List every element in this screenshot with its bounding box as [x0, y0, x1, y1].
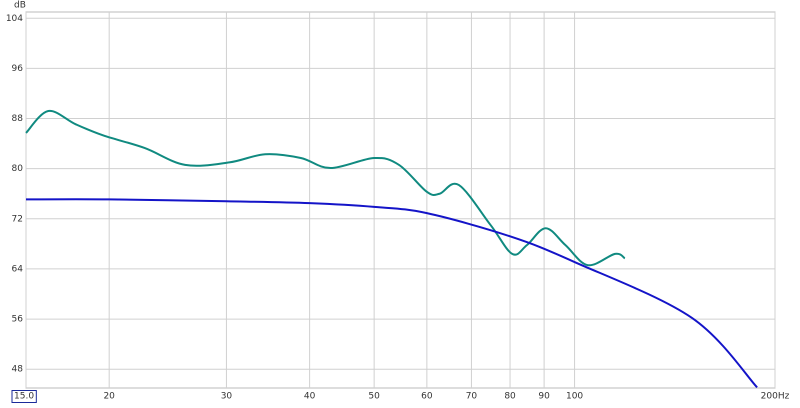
x-tick-label: 90: [538, 392, 550, 402]
y-tick-label: 72: [12, 214, 23, 224]
y-tick-label: 80: [12, 164, 24, 174]
series-line: [25, 109, 626, 267]
x-tick-label: 40: [304, 392, 316, 402]
x-tick-label: 50: [368, 392, 380, 402]
y-tick-label: 96: [12, 64, 24, 74]
x-tick-label: 70: [466, 392, 478, 402]
x-tick-label: 15.0: [14, 392, 34, 402]
y-tick-label: 64: [12, 264, 24, 274]
x-tick-label: 30: [221, 392, 233, 402]
x-tick-label: 60: [421, 392, 433, 402]
x-start-box: [11, 390, 37, 403]
series-line: [25, 198, 758, 389]
x-tick-label: 20: [103, 392, 115, 402]
y-tick-label: 48: [12, 365, 24, 375]
y-unit-label: dB: [14, 1, 26, 11]
y-tick-label: 104: [6, 14, 23, 24]
y-tick-label: 88: [12, 114, 24, 124]
y-tick-label: 56: [12, 315, 24, 325]
x-tick-label: 200Hz: [761, 392, 790, 402]
x-tick-label: 100: [566, 392, 583, 402]
x-tick-label: 80: [504, 392, 516, 402]
